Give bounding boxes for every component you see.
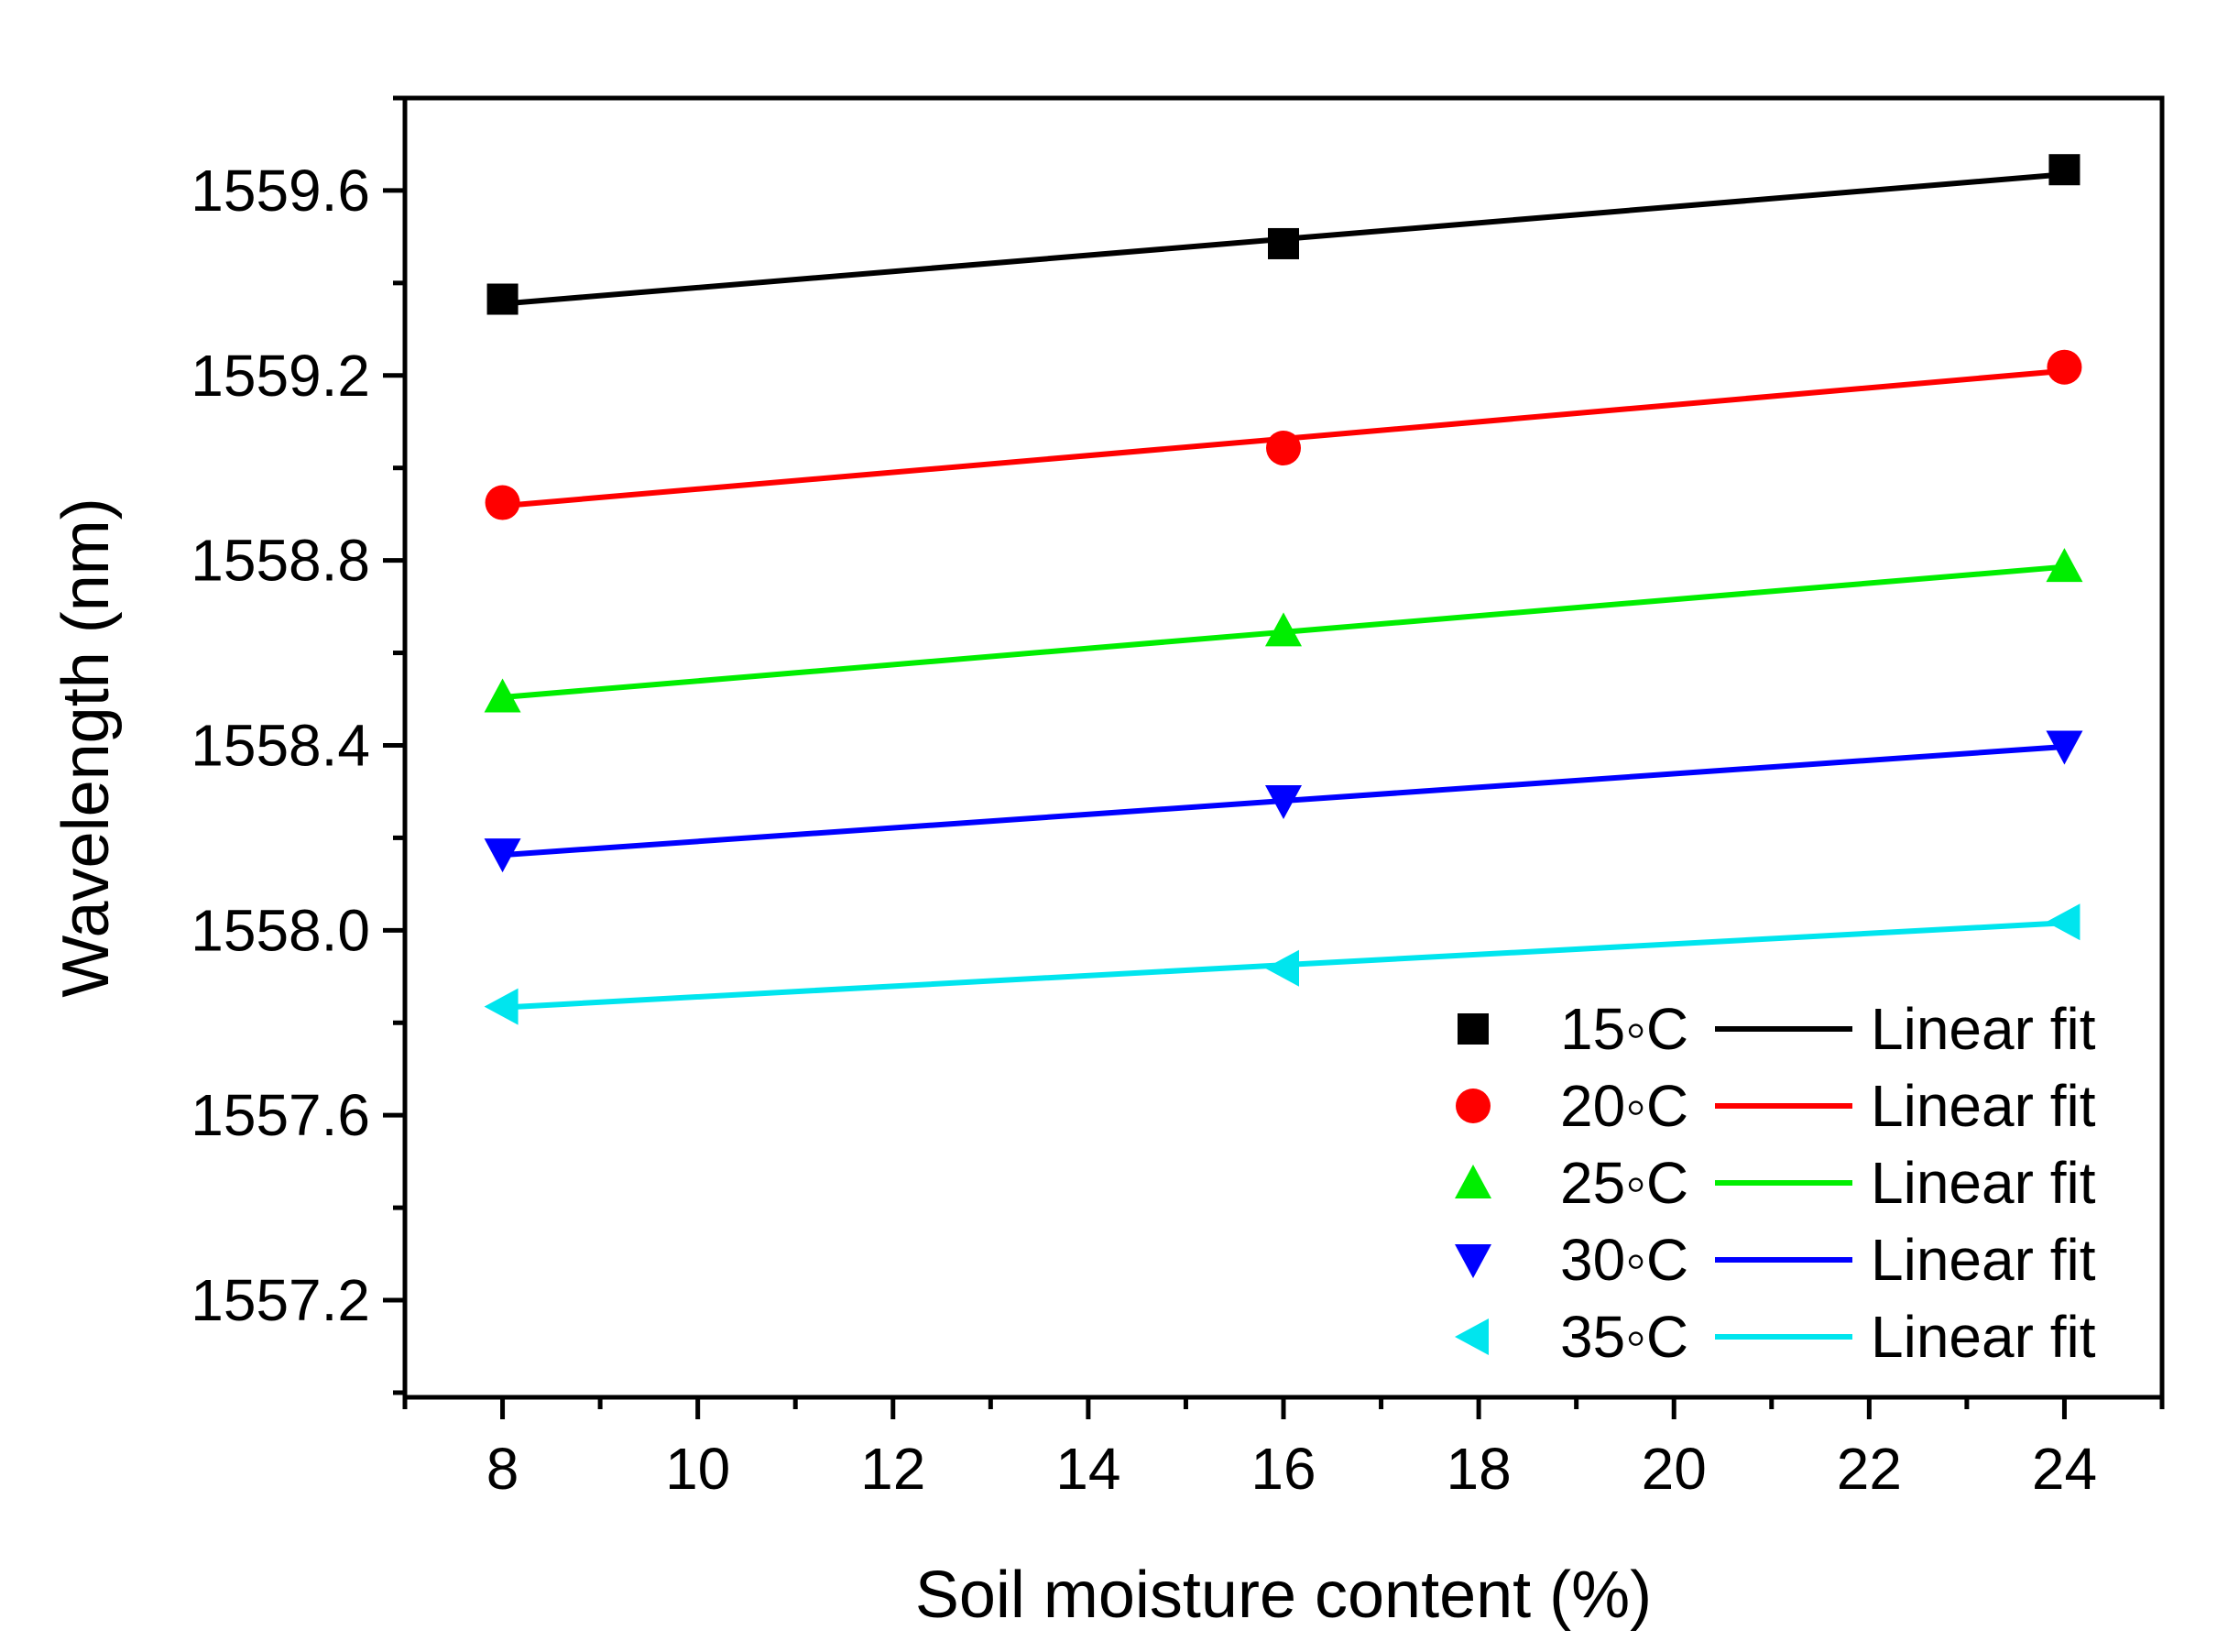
data-point-s3-3 [2046, 548, 2083, 583]
y-tick-label: 1558.4 [191, 712, 370, 778]
data-point-s3-1 [484, 678, 521, 713]
data-point-s5-1 [484, 988, 519, 1025]
data-point-s1-1 [486, 283, 519, 315]
data-point-s5-2 [1265, 949, 1299, 987]
data-point-s4-3 [2046, 730, 2083, 765]
x-tick-label: 18 [1447, 1436, 1512, 1502]
x-tick-label: 14 [1055, 1436, 1120, 1502]
x-tick-label: 8 [486, 1436, 519, 1502]
data-markers [484, 154, 2083, 1025]
legend-marker-4 [1455, 1244, 1491, 1278]
x-axis-title: Soil moisture content (%) [915, 1559, 1652, 1632]
data-point-s3-2 [1265, 612, 1302, 647]
y-tick-label: 1558.0 [191, 897, 370, 963]
data-point-s5-3 [2046, 903, 2081, 941]
x-tick-label: 20 [1642, 1436, 1707, 1502]
data-point-s4-1 [484, 838, 521, 873]
legend-series-label: 20◦C [1560, 1073, 1688, 1139]
x-tick-label: 24 [2032, 1436, 2097, 1502]
y-tick-label: 1559.2 [191, 343, 370, 409]
y-axis-ticks [383, 95, 405, 1395]
y-tick-label: 1557.2 [191, 1267, 370, 1333]
data-point-s1-2 [1268, 227, 1299, 259]
y-axis-title: Wavelength (nm) [49, 498, 123, 998]
legend-series-label: 15◦C [1560, 996, 1688, 1062]
legend-fit-label: Linear fit [1871, 996, 2096, 1062]
legend-marker-5 [1455, 1318, 1489, 1355]
data-point-s4-2 [1265, 785, 1302, 820]
x-axis-tick-labels: 8 10 12 14 16 18 20 22 24 [486, 1436, 2097, 1502]
legend-marker-1 [1458, 1013, 1489, 1045]
x-axis-ticks [402, 1397, 2165, 1419]
x-tick-label: 10 [665, 1436, 730, 1502]
legend-fit-label: Linear fit [1871, 1304, 2096, 1370]
legend-series-label: 35◦C [1560, 1304, 1688, 1370]
x-tick-label: 12 [860, 1436, 925, 1502]
y-axis-tick-labels: 1557.2 1557.6 1558.0 1558.4 1558.8 1559.2 1559… [191, 158, 370, 1333]
legend-fit-label: Linear fit [1871, 1073, 2096, 1139]
data-point-s1-3 [2048, 154, 2081, 186]
legend: 15◦C Linear fit 20◦C Linear fit 25◦C Linear f… [1455, 996, 2096, 1370]
legend-series-label: 25◦C [1560, 1150, 1688, 1216]
data-point-s2-1 [485, 485, 520, 520]
x-tick-label: 16 [1251, 1436, 1316, 1502]
y-tick-label: 1558.8 [191, 528, 370, 594]
x-tick-label: 22 [1837, 1436, 1902, 1502]
legend-marker-3 [1455, 1165, 1491, 1198]
legend-marker-2 [1456, 1089, 1491, 1123]
legend-fit-label: Linear fit [1871, 1150, 2096, 1216]
y-tick-label: 1557.6 [191, 1082, 370, 1148]
legend-fit-label: Linear fit [1871, 1227, 2096, 1293]
data-point-s2-2 [1266, 431, 1301, 466]
y-tick-label: 1559.6 [191, 158, 370, 224]
data-point-s2-3 [2047, 349, 2082, 385]
legend-series-label: 30◦C [1560, 1227, 1688, 1293]
